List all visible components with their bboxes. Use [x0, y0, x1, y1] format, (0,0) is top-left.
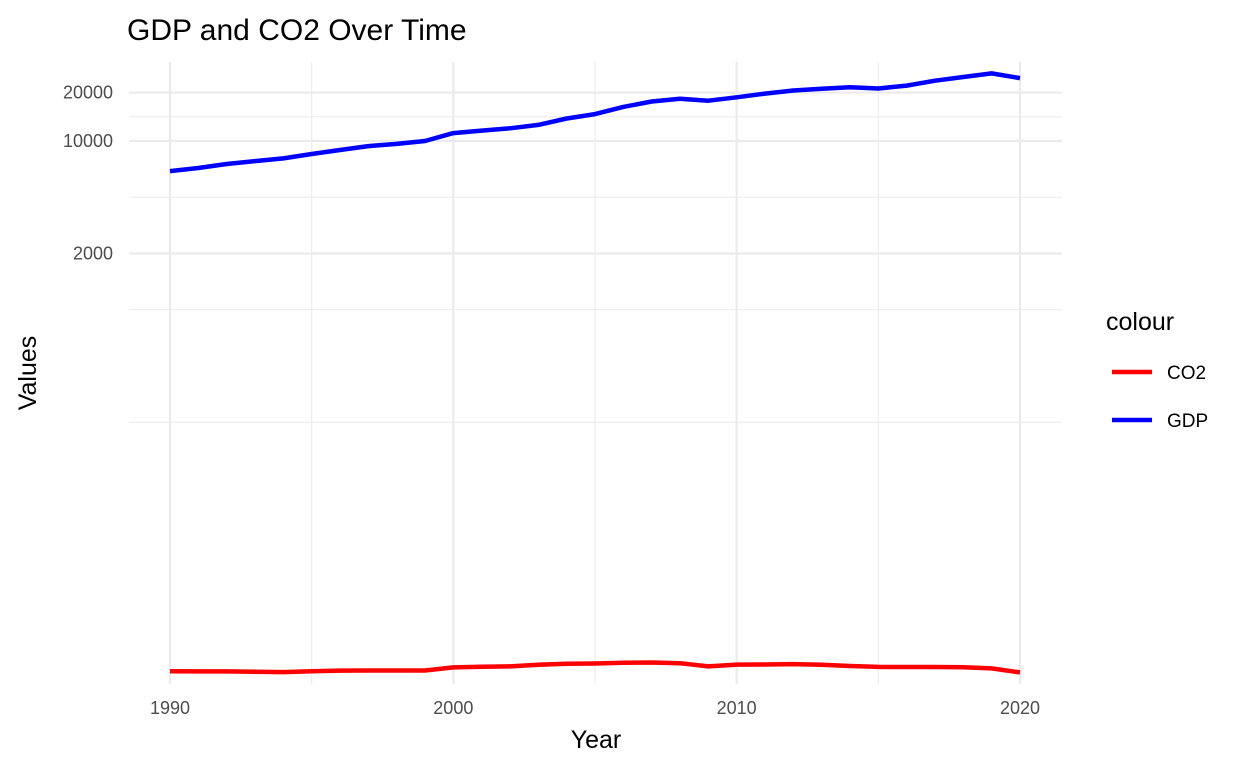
y-tick-labels: 2000 10000 20000: [63, 83, 113, 264]
chart-title: GDP and CO2 Over Time: [127, 14, 467, 47]
x-tick-label: 2010: [717, 698, 757, 718]
grid: [129, 62, 1062, 684]
y-tick-label: 10000: [63, 131, 113, 151]
legend-title: colour: [1106, 308, 1174, 336]
y-tick-label: 2000: [73, 244, 113, 264]
legend: colour CO2 GDP: [1106, 308, 1208, 432]
x-tick-labels: 1990 2000 2010 2020: [150, 698, 1040, 718]
series-line-co2: [169, 660, 1021, 675]
legend-label-gdp: GDP: [1167, 411, 1208, 432]
series-lines: [169, 71, 1021, 675]
x-axis-title: Year: [571, 726, 622, 754]
legend-label-co2: CO2: [1167, 363, 1206, 384]
legend-items: CO2 GDP: [1112, 363, 1208, 432]
x-tick-label: 1990: [150, 698, 190, 718]
series-line-gdp: [169, 71, 1021, 174]
y-axis-title: Values: [14, 336, 42, 411]
x-tick-label: 2000: [433, 698, 473, 718]
y-tick-label: 20000: [63, 83, 113, 103]
x-tick-label: 2020: [1000, 698, 1040, 718]
